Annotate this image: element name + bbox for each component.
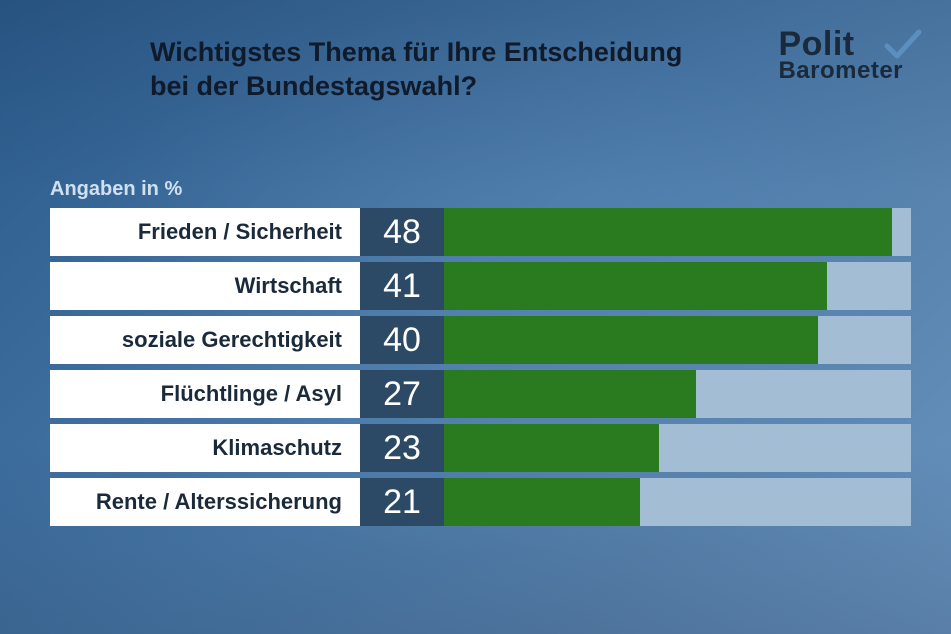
bar-value: 48 [360, 208, 444, 256]
bar-label: Flüchtlinge / Asyl [50, 370, 360, 418]
bar-value: 41 [360, 262, 444, 310]
chart-subtitle: Angaben in % [50, 178, 182, 201]
bar-fill [444, 424, 659, 472]
bar-value: 21 [360, 478, 444, 526]
chart-title-line1: Wichtigstes Thema für Ihre Entscheidung [150, 36, 682, 70]
bar-row: soziale Gerechtigkeit40 [50, 316, 911, 364]
bar-label: soziale Gerechtigkeit [50, 316, 360, 364]
bar-row: Flüchtlinge / Asyl27 [50, 370, 911, 418]
bar-track [444, 208, 911, 256]
bar-label: Rente / Alterssicherung [50, 478, 360, 526]
bar-track [444, 316, 911, 364]
chart-title: Wichtigstes Thema für Ihre Entscheidung … [150, 36, 682, 104]
bar-fill [444, 478, 640, 526]
bar-fill [444, 208, 892, 256]
bar-value: 23 [360, 424, 444, 472]
bar-row: Klimaschutz23 [50, 424, 911, 472]
bar-fill [444, 262, 827, 310]
bar-track [444, 262, 911, 310]
bar-row: Frieden / Sicherheit48 [50, 208, 911, 256]
chart-title-line2: bei der Bundestagswahl? [150, 70, 682, 104]
logo-checkmark-icon [883, 26, 923, 66]
bar-track [444, 370, 911, 418]
bar-row: Rente / Alterssicherung21 [50, 478, 911, 526]
bar-label: Klimaschutz [50, 424, 360, 472]
bar-row: Wirtschaft41 [50, 262, 911, 310]
bar-chart: Frieden / Sicherheit48Wirtschaft41sozial… [50, 208, 911, 532]
bar-track [444, 424, 911, 472]
bar-value: 27 [360, 370, 444, 418]
bar-fill [444, 316, 818, 364]
bar-fill [444, 370, 696, 418]
politbarometer-logo: Polit Barometer [778, 28, 903, 83]
bar-label: Wirtschaft [50, 262, 360, 310]
bar-track [444, 478, 911, 526]
bar-value: 40 [360, 316, 444, 364]
bar-label: Frieden / Sicherheit [50, 208, 360, 256]
